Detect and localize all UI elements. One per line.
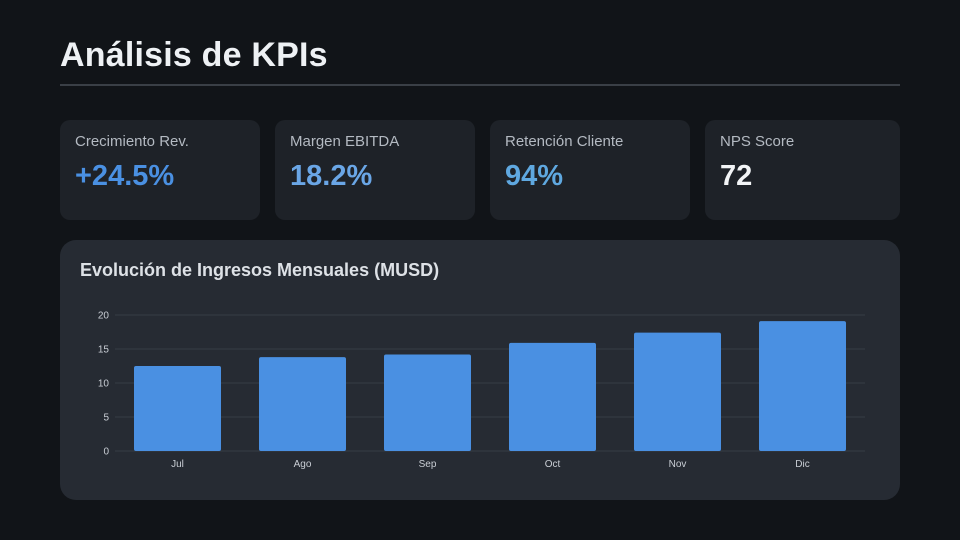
y-tick-label: 5	[103, 413, 109, 424]
bar-nov	[634, 332, 721, 451]
kpi-card-revenue-growth: Crecimiento Rev. +24.5%	[60, 120, 260, 220]
y-tick-label: 20	[98, 311, 110, 322]
bar-jul	[134, 366, 221, 451]
chart-title: Evolución de Ingresos Mensuales (MUSD)	[80, 260, 440, 280]
x-tick-label: Oct	[545, 459, 561, 470]
title-divider	[60, 84, 900, 86]
y-tick-label: 15	[98, 345, 110, 356]
kpi-value: 94%	[505, 160, 564, 192]
kpi-card-customer-retention: Retención Cliente 94%	[490, 120, 690, 220]
y-tick-label: 0	[103, 447, 109, 458]
kpi-value: +24.5%	[75, 160, 175, 192]
kpi-card-nps-score: NPS Score 72	[705, 120, 900, 220]
x-tick-label: Jul	[171, 459, 184, 470]
kpi-label: NPS Score	[720, 133, 795, 150]
x-tick-label: Nov	[669, 459, 687, 470]
x-tick-label: Dic	[795, 459, 809, 470]
bar-dic	[759, 321, 846, 451]
kpi-value: 18.2%	[290, 160, 373, 192]
bar-sep	[384, 354, 471, 451]
kpi-label: Crecimiento Rev.	[75, 133, 189, 150]
kpi-label: Retención Cliente	[505, 133, 624, 150]
page-title: Análisis de KPIs	[60, 36, 328, 74]
revenue-bar-chart: 0 5 10 15 20 Jul Ago Sep Oct Nov Dic	[98, 311, 865, 470]
y-tick-label: 10	[98, 379, 110, 390]
x-tick-label: Ago	[294, 459, 312, 470]
kpi-value: 72	[720, 160, 753, 192]
bar-ago	[259, 357, 346, 451]
x-tick-label: Sep	[419, 459, 437, 470]
bar-oct	[509, 342, 596, 451]
revenue-chart-card: Evolución de Ingresos Mensuales (MUSD) 0…	[60, 240, 900, 500]
kpi-label: Margen EBITDA	[290, 133, 400, 150]
kpi-card-ebitda-margin: Margen EBITDA 18.2%	[275, 120, 475, 220]
